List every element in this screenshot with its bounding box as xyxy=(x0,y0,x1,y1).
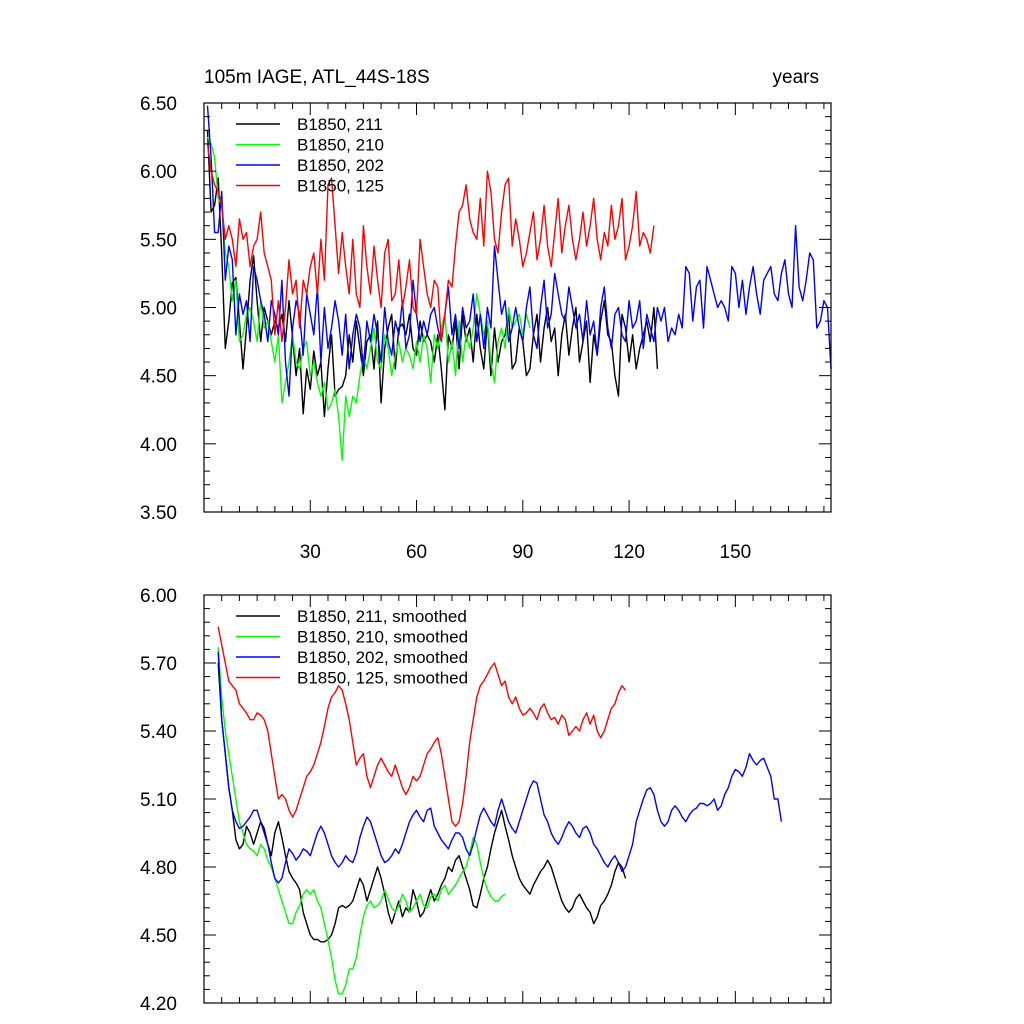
top-y-tick-label: 4.50 xyxy=(140,367,177,388)
bottom-y-tick-label: 5.10 xyxy=(140,790,177,811)
bottom-y-tick-label: 4.50 xyxy=(140,926,177,947)
bottom-y-tick-label: 6.00 xyxy=(140,586,177,607)
top-chart-title: 105m IAGE, ATL_44S-18S xyxy=(204,67,430,88)
bottom-legend-label-0: B1850, 211, smoothed xyxy=(297,607,467,626)
bottom-series-line-1 xyxy=(217,647,506,995)
top-y-tick-label: 4.00 xyxy=(140,435,177,456)
top-y-tick-label: 6.00 xyxy=(140,162,177,183)
top-legend-label-2: B1850, 202 xyxy=(297,156,384,175)
top-x-tick-label: 90 xyxy=(512,542,533,563)
top-chart-units: years xyxy=(773,67,819,88)
top-y-tick-label: 5.00 xyxy=(140,299,177,320)
bottom-series-line-3 xyxy=(217,626,627,827)
top-legend-label-3: B1850, 125 xyxy=(297,177,384,196)
top-y-tick-label: 6.50 xyxy=(140,94,177,115)
panel-top: 105m IAGE, ATL_44S-18S years 3.50 4.00 4.5… xyxy=(140,67,832,563)
top-legend-label-1: B1850, 210 xyxy=(297,136,384,155)
top-legend-label-0: B1850, 211 xyxy=(297,115,383,134)
bottom-y-tick-label: 5.70 xyxy=(140,654,177,675)
top-x-tick-label: 150 xyxy=(720,542,752,563)
top-y-tick-label: 5.50 xyxy=(140,230,177,251)
top-series-line-0 xyxy=(206,130,659,418)
bottom-series-line-2 xyxy=(217,651,783,884)
top-series-line-3 xyxy=(206,143,655,343)
top-x-tick-label: 30 xyxy=(300,542,321,563)
top-x-tick-label: 120 xyxy=(613,542,645,563)
top-y-tick-label: 3.50 xyxy=(140,503,177,524)
bottom-y-tick-label: 4.20 xyxy=(140,994,177,1015)
bottom-legend-label-3: B1850, 125, smoothed xyxy=(297,669,468,688)
bottom-legend-label-1: B1850, 210, smoothed xyxy=(297,628,468,647)
bottom-y-tick-label: 4.80 xyxy=(140,858,177,879)
top-x-tick-label: 60 xyxy=(406,542,427,563)
bottom-legend-label-2: B1850, 202, smoothed xyxy=(297,648,468,667)
top-series-line-2 xyxy=(206,105,832,397)
panel-bottom: 4.20 4.50 4.80 5.10 5.40 5.70 6.00 B1850, 211, … xyxy=(140,586,832,1015)
bottom-y-tick-label: 5.40 xyxy=(140,722,177,743)
